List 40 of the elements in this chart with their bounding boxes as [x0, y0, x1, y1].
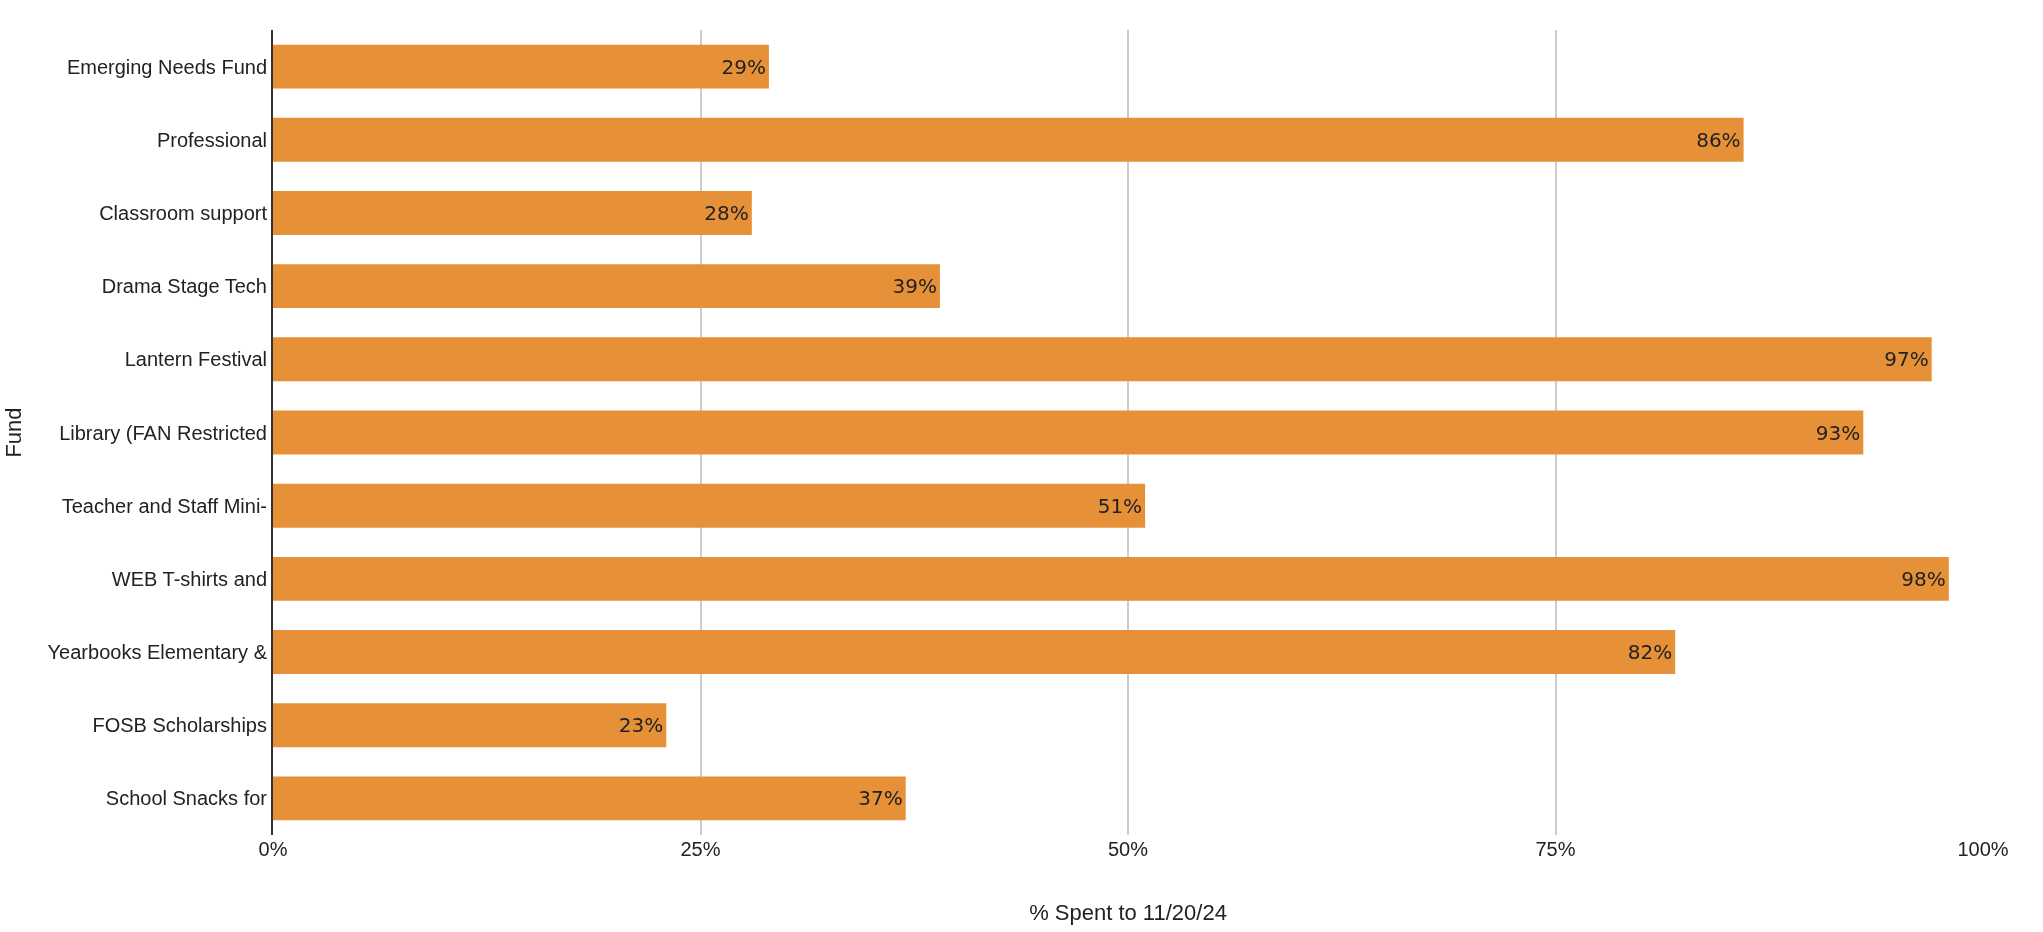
bar — [273, 117, 1744, 162]
bar — [273, 556, 1949, 601]
y-tick-label: Emerging Needs Fund — [66, 55, 267, 78]
data-label: 93% — [1815, 420, 1861, 445]
bar — [273, 776, 906, 821]
data-label: 82% — [1627, 640, 1673, 665]
data-label: 37% — [858, 786, 903, 811]
x-tick-label: 100% — [1957, 838, 2009, 860]
bar — [273, 630, 1676, 674]
bar — [273, 264, 940, 309]
y-tick-label: Classroom support — [99, 201, 268, 224]
x-tick-label: 25% — [680, 838, 721, 860]
y-tick-label: WEB T-shirts and — [111, 567, 267, 590]
data-label: 39% — [892, 274, 937, 299]
bar — [273, 483, 1146, 528]
y-tick-label: Lantern Festival — [124, 348, 267, 371]
data-label: 86% — [1696, 127, 1741, 152]
x-axis-title: % Spent to 11/20/24 — [1029, 899, 1227, 925]
y-tick-label: Teacher and Staff Mini- — [61, 494, 267, 517]
y-tick-label: Professional — [156, 128, 267, 151]
data-label: 51% — [1097, 493, 1143, 518]
data-label: 29% — [721, 54, 766, 79]
x-tick-label: 75% — [1535, 838, 1576, 860]
bar — [273, 191, 752, 235]
data-label: 23% — [618, 713, 664, 738]
y-tick-label: School Snacks for — [105, 787, 268, 810]
x-tick-label: 0% — [258, 838, 288, 860]
x-tick-label: 50% — [1107, 838, 1149, 860]
y-tick-label: FOSB Scholarships — [92, 714, 267, 737]
bar — [273, 703, 667, 748]
y-tick-label: Drama Stage Tech — [101, 275, 267, 298]
bar — [273, 44, 769, 89]
data-label: 97% — [1884, 347, 1929, 372]
bar — [273, 410, 1864, 455]
y-axis-title: Fund — [0, 407, 26, 458]
data-label: 28% — [704, 200, 749, 225]
y-tick-label: Yearbooks Elementary & — [47, 641, 268, 664]
bar — [273, 337, 1932, 382]
y-tick-label: Library (FAN Restricted — [59, 421, 267, 444]
data-label: 98% — [1901, 566, 1946, 591]
